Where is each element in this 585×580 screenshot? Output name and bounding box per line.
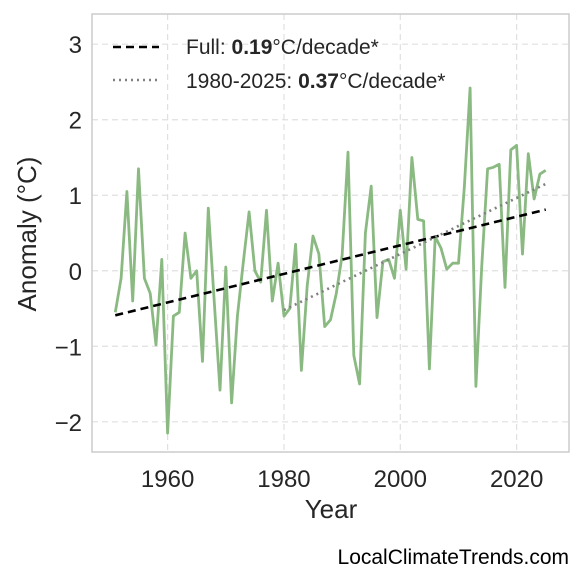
series-layer xyxy=(113,86,547,435)
legend: Full: 0.19°C/decade* 1980-2025: 0.37°C/d… xyxy=(113,36,445,93)
y-tick-labels: 3 2 1 0 −1 −2 xyxy=(55,32,82,437)
y-tick-label-2: 1 xyxy=(69,183,82,210)
watermark: LocalClimateTrends.com xyxy=(337,546,569,569)
legend-full-label: Full: 0.19°C/decade* xyxy=(186,36,379,59)
x-tick-label-2020: 2020 xyxy=(490,466,543,493)
y-tick-label-1: 2 xyxy=(69,108,82,135)
y-axis-title: Anomaly (°C) xyxy=(12,157,42,312)
legend-recent-label: 1980-2025: 0.37°C/decade* xyxy=(186,70,445,93)
plot-frame xyxy=(91,13,570,453)
trend-layer xyxy=(114,182,547,317)
full-trend-line xyxy=(114,208,547,317)
x-tick-label-1980: 1980 xyxy=(257,466,310,493)
y-tick-label-3: 0 xyxy=(69,259,82,286)
anomaly-series-line-0 xyxy=(113,86,547,435)
x-tick-label-1960: 1960 xyxy=(141,466,194,493)
x-tick-label-2000: 2000 xyxy=(374,466,427,493)
grid xyxy=(92,14,569,452)
y-tick-label-4: −1 xyxy=(55,334,82,361)
y-tick-label-0: 3 xyxy=(69,32,82,59)
y-tick-label-5: −2 xyxy=(55,410,82,437)
x-axis-title: Year xyxy=(305,494,358,524)
recent-trend-line xyxy=(283,182,547,312)
x-tick-labels: 1960 1980 2000 2020 xyxy=(141,466,543,493)
